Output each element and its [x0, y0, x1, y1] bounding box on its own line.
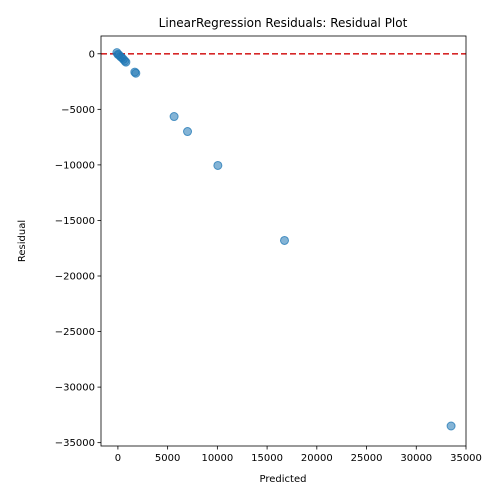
- x-tick-label: 35000: [450, 453, 482, 464]
- data-point: [121, 57, 131, 67]
- x-tick-label: 0: [115, 453, 121, 464]
- y-tick-label: −5000: [61, 105, 95, 116]
- x-tick-label: 20000: [301, 453, 333, 464]
- plot-area: [100, 35, 467, 447]
- y-tick-label: −20000: [55, 272, 95, 283]
- data-point: [279, 235, 289, 245]
- data-point: [169, 112, 179, 122]
- x-tick-label: 15000: [251, 453, 283, 464]
- x-axis-ticks: 0 5000 10000 15000 20000 25000 30000 35000: [115, 446, 482, 464]
- chart-title: LinearRegression Residuals: Residual Plo…: [159, 16, 408, 30]
- x-axis-label: Predicted: [260, 474, 307, 485]
- x-tick-label: 30000: [400, 453, 432, 464]
- data-point: [131, 68, 141, 78]
- data-point: [183, 127, 193, 137]
- y-tick-label: −25000: [55, 327, 95, 338]
- y-tick-label: −15000: [55, 216, 95, 227]
- data-points: [112, 48, 456, 431]
- y-axis-ticks: 0 −5000 −10000 −15000 −20000 −25000 −30000 −350…: [55, 49, 101, 449]
- y-tick-label: −30000: [55, 383, 95, 394]
- data-point: [446, 421, 456, 431]
- axes-frame: [100, 35, 467, 447]
- x-tick-label: 5000: [155, 453, 180, 464]
- y-axis-label: Residual: [17, 220, 28, 262]
- y-tick-label: −35000: [55, 438, 95, 449]
- y-tick-label: 0: [89, 49, 95, 60]
- x-tick-label: 25000: [351, 453, 383, 464]
- data-point: [213, 160, 223, 170]
- y-tick-label: −10000: [55, 160, 95, 171]
- x-tick-label: 10000: [201, 453, 233, 464]
